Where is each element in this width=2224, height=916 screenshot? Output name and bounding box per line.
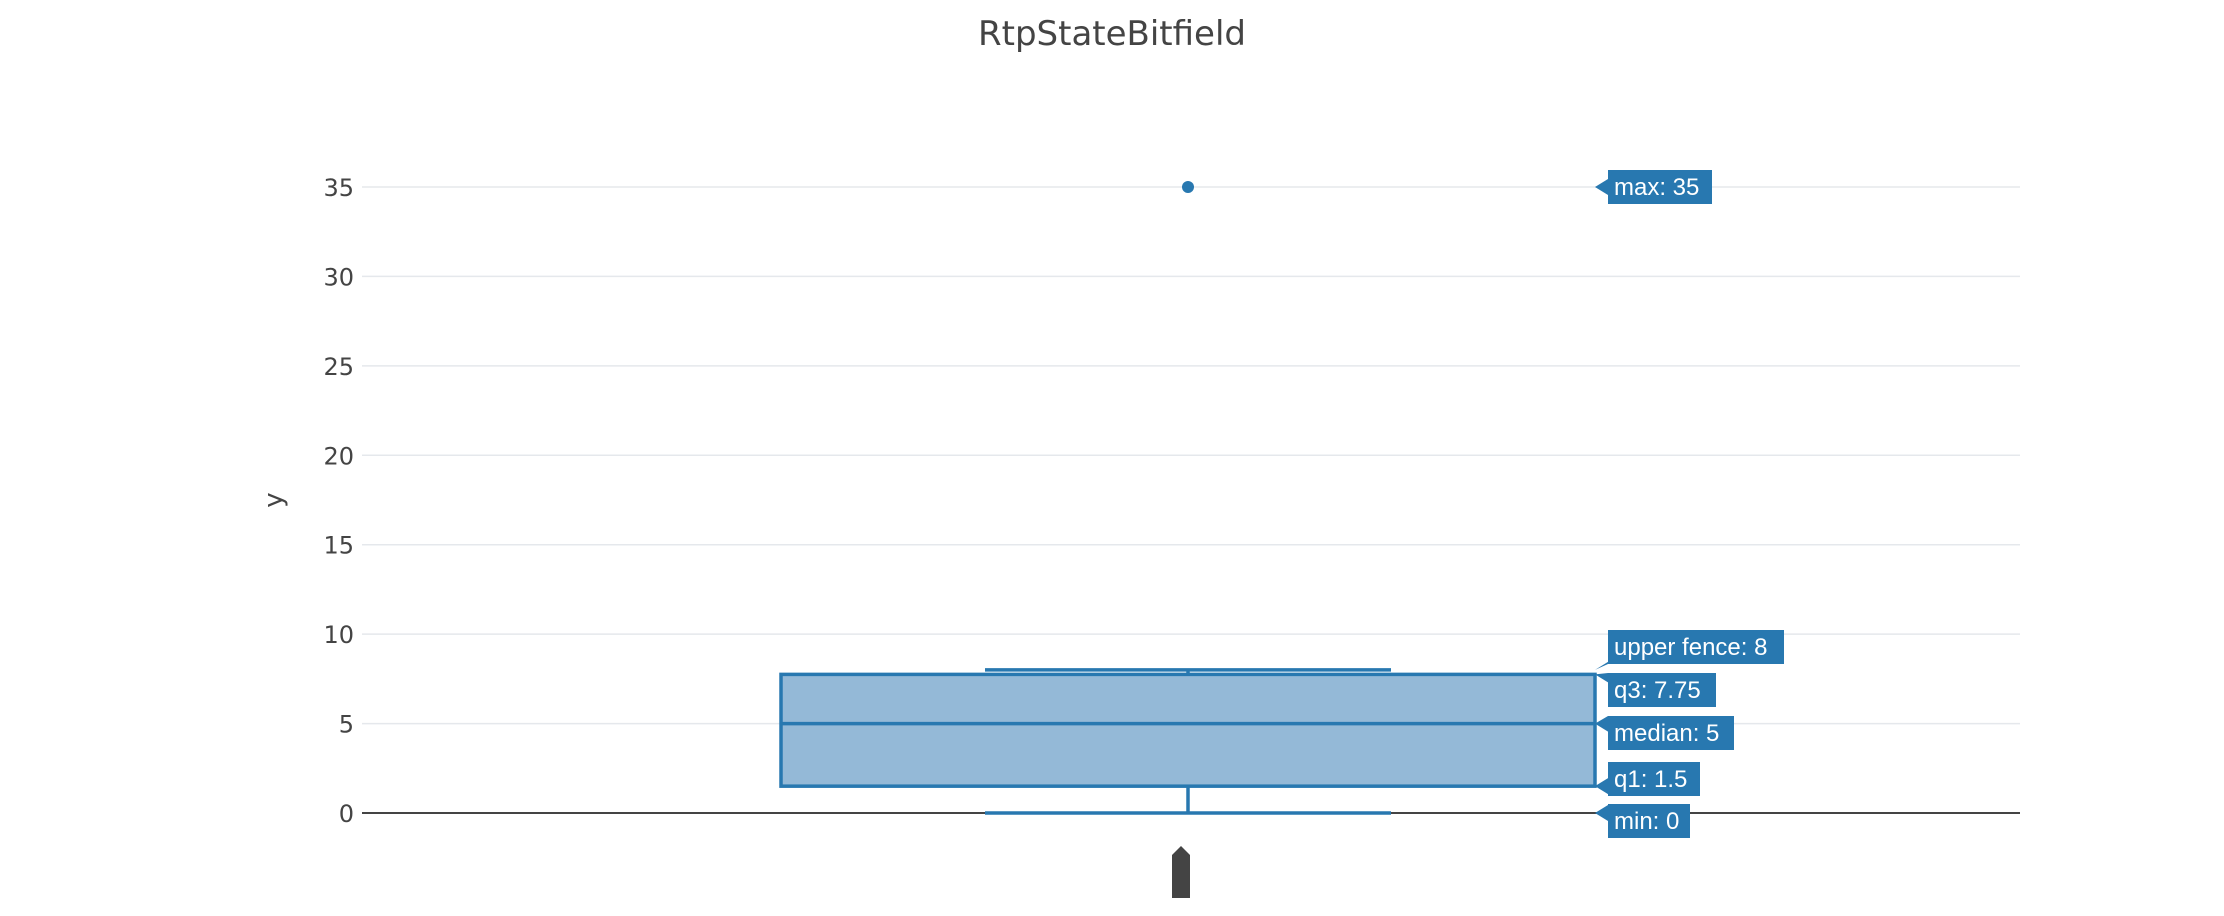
y-tick-label: 10	[323, 621, 354, 649]
y-tick-label: 5	[339, 711, 354, 739]
hover-label-bg	[1595, 762, 1700, 796]
outlier-point	[1182, 181, 1194, 193]
y-tick-label: 20	[323, 442, 354, 470]
y-tick-label: 30	[323, 263, 354, 291]
box-trace[interactable]	[779, 181, 1597, 815]
y-tick-label: 35	[323, 174, 354, 202]
chart-title: RtpStateBitfield	[978, 14, 1246, 54]
x-axis-spike-marker	[1172, 846, 1190, 898]
y-tick-label: 0	[339, 800, 354, 828]
hover-label-bg	[1595, 804, 1690, 838]
box-body	[779, 672, 1597, 788]
hover-label-text: q1: 1.5	[1614, 766, 1687, 793]
hover-label-min: min: 0	[1595, 804, 1690, 838]
y-axis-ticks: 0 5 10 15 20 25 30 35	[323, 174, 354, 828]
hover-label-q3: q3: 7.75	[1595, 673, 1716, 707]
y-tick-label: 15	[323, 532, 354, 560]
hover-label-q1: q1: 1.5	[1595, 762, 1700, 796]
hover-label-max: max: 35	[1595, 170, 1712, 204]
hover-label-bg	[1595, 170, 1712, 204]
hover-label-text: min: 0	[1614, 808, 1679, 835]
hover-label-median: median: 5	[1595, 716, 1734, 750]
hover-label-text: max: 35	[1614, 174, 1699, 201]
hover-label-upper-fence: upper fence: 8	[1595, 630, 1784, 670]
hover-labels: max: 35 upper fence: 8 q3: 7.75 median: 5 q1…	[1595, 170, 1784, 838]
hover-label-text: upper fence: 8	[1614, 634, 1767, 661]
y-tick-label: 25	[323, 353, 354, 381]
hover-label-text: q3: 7.75	[1614, 677, 1701, 704]
hover-label-bg	[1595, 673, 1716, 707]
hover-label-bg	[1595, 630, 1784, 670]
hover-label-bg	[1595, 716, 1734, 750]
y-axis-label: y	[259, 492, 289, 507]
hover-label-text: median: 5	[1614, 720, 1719, 747]
